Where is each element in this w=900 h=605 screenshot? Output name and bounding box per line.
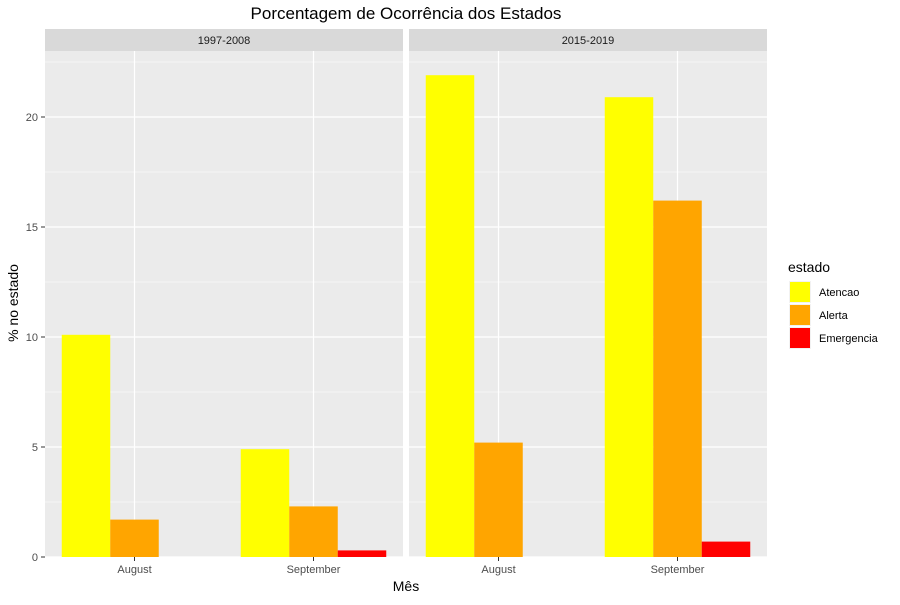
y-tick-label: 20 [26,112,38,124]
y-axis-label: % no estado [5,264,21,342]
bar-emergencia-september [337,550,387,557]
panel-2015-2019: 2015-2019 August September [409,29,767,576]
x-tick-label: September [651,564,705,576]
facet-strip [409,29,767,51]
bar-atencao-september [604,97,654,557]
bar-alerta-august [474,442,523,557]
bar-atencao-august [61,334,111,557]
y-tick-label: 0 [32,552,38,564]
x-axis-label: Mês [393,578,419,594]
legend-swatch-atencao [790,282,810,302]
legend-title: estado [788,259,830,275]
y-axis: 0 5 10 15 20 [26,112,45,564]
x-tick-label: August [117,564,151,576]
bar-alerta-september [653,200,702,557]
legend: estado Atencao Alerta Emergencia [788,259,879,349]
panels: 1997-2008 August September 2015-2019 August S… [45,29,767,576]
facet-strip [45,29,403,51]
bar-alerta-august [110,519,159,557]
x-tick-label: August [481,564,515,576]
x-tick-label: September [287,564,341,576]
bar-emergencia-september [701,541,751,557]
bar-atencao-august [425,75,475,557]
legend-swatch-alerta [790,305,810,325]
facet-strip-label: 1997-2008 [198,35,251,47]
panel-1997-2008: 1997-2008 August September [45,29,403,576]
legend-label-emergencia: Emergencia [819,333,879,345]
facet-strip-label: 2015-2019 [562,35,615,47]
legend-swatch-emergencia [790,328,810,348]
y-tick-label: 15 [26,222,38,234]
legend-label-atencao: Atencao [819,287,859,299]
legend-label-alerta: Alerta [819,310,849,322]
y-tick-label: 5 [32,442,38,454]
chart-title: Porcentagem de Ocorrência dos Estados [251,4,562,23]
legend-items: Atencao Alerta Emergencia [789,281,879,349]
bar-atencao-september [240,449,290,557]
y-tick-label: 10 [26,332,38,344]
bar-alerta-september [289,506,338,557]
